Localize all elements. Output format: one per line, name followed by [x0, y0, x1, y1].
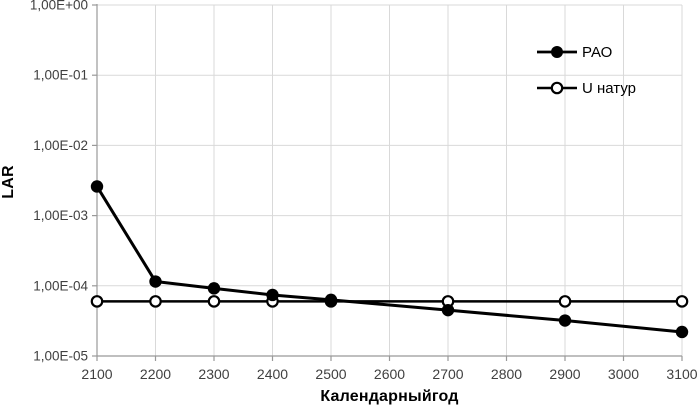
x-tick-label: 2700 [432, 366, 463, 382]
x-tick-label: 2300 [198, 366, 229, 382]
u-natur-marker [207, 295, 221, 308]
rao-marker [324, 293, 338, 307]
y-tick-label: 1,00E+00 [30, 0, 88, 13]
rao-marker [207, 282, 221, 295]
x-tick-label: 2800 [491, 366, 522, 382]
x-tick-label: 2100 [81, 366, 112, 382]
rao-marker [149, 275, 162, 288]
u-natur-marker [90, 295, 104, 308]
rao-marker [90, 180, 104, 193]
legend-item-rao: РАО [536, 34, 636, 70]
x-tick-label: 2900 [549, 366, 580, 382]
x-tick-label: 3100 [666, 366, 697, 382]
x-tick-label: 2200 [140, 366, 171, 382]
x-tick-label: 2400 [257, 366, 288, 382]
legend-item-u-natur: U натур [536, 70, 636, 106]
legend-label-rao: РАО [582, 43, 613, 61]
filled-circle-marker-icon [537, 46, 577, 58]
rao-marker [266, 288, 279, 302]
u-natur-marker [675, 295, 689, 308]
y-tick-label: 1,00E-05 [33, 349, 88, 364]
x-axis-title: Календарныйгод [320, 388, 459, 405]
rao-marker [675, 325, 689, 339]
u-natur-marker [149, 295, 162, 308]
x-tick-label: 2500 [315, 366, 346, 382]
legend-label-u-natur: U натур [582, 79, 637, 97]
x-tick-label: 2600 [374, 366, 405, 382]
legend: РАО U натур [536, 34, 636, 106]
open-circle-marker-icon [537, 81, 577, 95]
y-tick-label: 1,00E-04 [33, 278, 88, 293]
rao-marker [441, 303, 455, 317]
y-tick-label: 1,00E-01 [33, 68, 88, 83]
y-tick-label: 1,00E-03 [33, 208, 88, 223]
rao-marker [558, 314, 572, 327]
u-natur-marker [558, 295, 572, 308]
y-tick-label: 1,00E-02 [33, 138, 88, 153]
x-tick-label: 3000 [608, 366, 639, 382]
rao-line [95, 185, 683, 334]
y-axis-title: LAR [0, 165, 17, 199]
